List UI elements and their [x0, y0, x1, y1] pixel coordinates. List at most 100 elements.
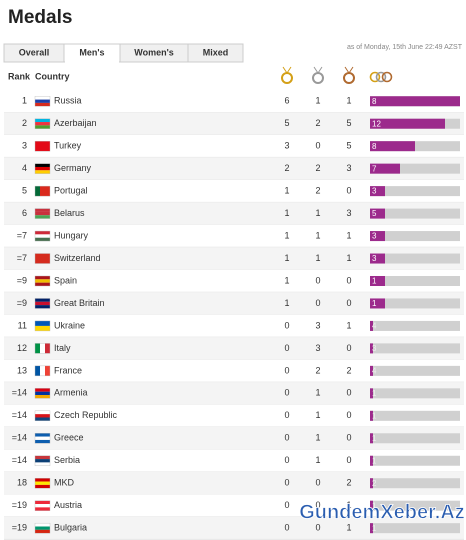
gold-bar: [370, 500, 373, 511]
tab-label[interactable]: Women's: [134, 47, 173, 57]
gold-count: 0: [284, 478, 289, 488]
bronze-count: 1: [346, 253, 351, 263]
rank: =14: [12, 433, 27, 443]
country[interactable]: Turkey: [54, 141, 82, 151]
country[interactable]: Azerbaijan: [54, 118, 97, 128]
row-background: [4, 494, 464, 517]
country[interactable]: Czech Republic: [54, 410, 118, 420]
total-label: 3: [372, 232, 377, 241]
bar-track: [370, 478, 460, 489]
gold-bar: [370, 343, 373, 354]
rank: =19: [12, 500, 27, 510]
gold-count: 1: [284, 185, 289, 195]
gold-bar: [370, 298, 385, 309]
flag: [35, 439, 50, 444]
flag: [35, 102, 50, 107]
table-row: 4 Germany 2 2 3 7: [4, 157, 464, 181]
flag-border: [34, 433, 51, 444]
country[interactable]: Austria: [54, 500, 82, 510]
tab-label[interactable]: Overall: [19, 47, 50, 57]
rank: =9: [17, 298, 27, 308]
bar-track: [370, 208, 460, 219]
flag: [35, 99, 50, 103]
table-row: =14 Armenia 0 1 0 1: [4, 382, 464, 406]
rank: =14: [12, 388, 27, 398]
flag: [35, 208, 50, 212]
country[interactable]: Belarus: [54, 208, 85, 218]
tab[interactable]: [187, 43, 244, 63]
country[interactable]: France: [54, 365, 82, 375]
gold-bar: [370, 433, 373, 444]
row-background: [4, 112, 464, 135]
flag: [35, 478, 50, 482]
country[interactable]: MKD: [54, 478, 75, 488]
country-header: Country: [35, 71, 70, 81]
gold-bar: [370, 455, 373, 466]
flag: [35, 253, 50, 264]
country[interactable]: Serbia: [54, 455, 80, 465]
flag: [35, 211, 50, 216]
country[interactable]: Ukraine: [54, 320, 85, 330]
silver-count: 2: [315, 185, 320, 195]
silver-count: 0: [315, 500, 320, 510]
country[interactable]: Portugal: [54, 185, 88, 195]
total-label: 3: [372, 254, 377, 263]
total-label: 1: [372, 411, 377, 420]
table-row: =7 Hungary 1 1 1 3: [4, 224, 464, 248]
country[interactable]: Great Britain: [54, 298, 105, 308]
table-row: =7 Switzerland 1 1 1 3: [4, 247, 464, 271]
silver-count: 2: [315, 163, 320, 173]
silver-count: 0: [315, 478, 320, 488]
country[interactable]: Bulgaria: [54, 523, 87, 533]
country[interactable]: Italy: [54, 343, 71, 353]
gold-count: 0: [284, 343, 289, 353]
rank: 13: [17, 365, 27, 375]
flag-border: [34, 163, 51, 174]
bar-track: [370, 275, 460, 286]
country[interactable]: Armenia: [54, 388, 88, 398]
total-label: 4: [372, 366, 377, 375]
country[interactable]: Hungary: [54, 230, 89, 240]
flag: [35, 96, 50, 100]
country[interactable]: Spain: [54, 275, 77, 285]
flag-border: [34, 365, 51, 377]
bronze-count: 0: [346, 298, 351, 308]
timestamp: as of Monday, 15th June 22:49 AZST: [347, 44, 463, 51]
flag-border: [34, 320, 51, 332]
country[interactable]: Russia: [54, 96, 82, 106]
gold-bar: [370, 231, 385, 242]
tab-label[interactable]: Mixed: [203, 47, 229, 57]
bronze-count: 0: [346, 185, 351, 195]
flag-border: [34, 253, 51, 264]
flag: [35, 186, 40, 197]
bronze-count: 1: [346, 523, 351, 533]
flag: [35, 122, 50, 126]
silver-count: 1: [315, 455, 320, 465]
bar-track: [370, 253, 460, 264]
gold-bar: [370, 275, 385, 286]
gold-count: 5: [284, 118, 289, 128]
bronze-count: 0: [346, 388, 351, 398]
bar-track: [370, 163, 460, 174]
bar-track: [370, 455, 460, 466]
flag: [35, 166, 50, 171]
row-background: [4, 269, 464, 293]
country[interactable]: Greece: [54, 433, 84, 443]
total-label: 1: [372, 277, 377, 286]
total-label: 3: [372, 187, 377, 196]
row-background: [4, 427, 464, 450]
country[interactable]: Switzerland: [54, 253, 101, 263]
country[interactable]: Germany: [54, 163, 92, 173]
flag: [35, 433, 50, 437]
flag-border: [34, 478, 51, 489]
row-background: [4, 359, 464, 383]
flag: [35, 365, 40, 376]
flag-border: [34, 185, 51, 197]
gold-count: 1: [284, 275, 289, 285]
tab-label[interactable]: Men's: [79, 47, 104, 57]
bronze-count: 1: [346, 320, 351, 330]
gold-bar: [370, 523, 373, 534]
flag: [40, 343, 45, 354]
flag-border: [34, 96, 51, 107]
total-label: 3: [372, 344, 377, 353]
